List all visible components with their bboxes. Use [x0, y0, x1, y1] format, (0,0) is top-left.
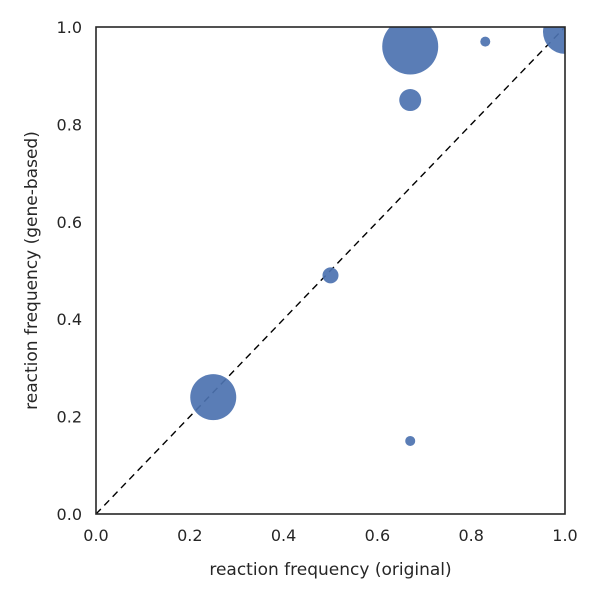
- y-tick-label: 0.8: [57, 115, 82, 134]
- x-tick-label: 0.0: [83, 526, 108, 545]
- data-point-6: [405, 435, 416, 446]
- y-axis-ticks: 0.0 0.2 0.4 0.6 0.8 1.0: [57, 18, 82, 524]
- y-tick-label: 0.0: [57, 505, 82, 524]
- points-layer: [190, 27, 565, 446]
- x-axis-ticks: 0.0 0.2 0.4 0.6 0.8 1.0: [83, 526, 577, 545]
- x-tick-label: 0.4: [271, 526, 296, 545]
- x-tick-label: 0.6: [365, 526, 390, 545]
- plot-frame: [95, 26, 566, 515]
- x-tick-label: 1.0: [552, 526, 577, 545]
- data-point-2: [543, 27, 565, 54]
- y-tick-label: 1.0: [57, 18, 82, 37]
- data-point-3: [399, 89, 422, 112]
- y-axis-label: reaction frequency (gene-based): [22, 131, 42, 410]
- y-tick-label: 0.4: [57, 310, 82, 329]
- x-tick-label: 0.8: [458, 526, 483, 545]
- x-tick-label: 0.2: [177, 526, 202, 545]
- y-tick-label: 0.2: [57, 408, 82, 427]
- data-point-4: [322, 267, 339, 284]
- data-point-1: [480, 36, 491, 47]
- data-point-5: [190, 374, 237, 421]
- x-axis-label: reaction frequency (original): [209, 560, 451, 580]
- data-point-0: [382, 27, 439, 75]
- y-tick-label: 0.6: [57, 213, 82, 232]
